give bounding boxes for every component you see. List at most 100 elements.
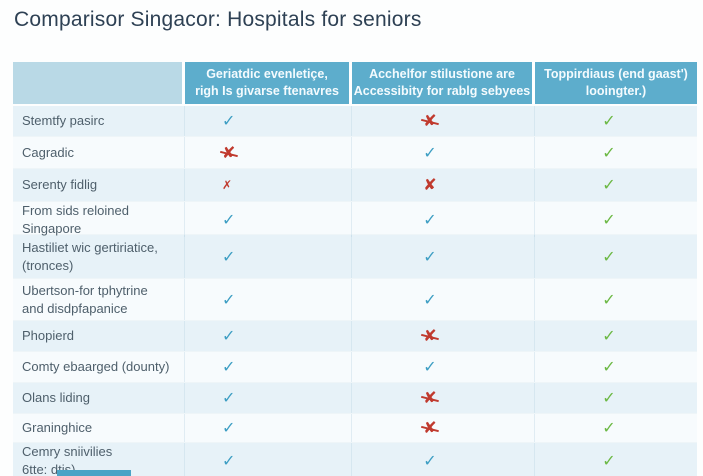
row-label: Comty ebaarged (dounty) <box>13 352 185 382</box>
check-icon: ✓ <box>222 289 236 309</box>
header-line: Accessibity for rablg sebyees <box>353 84 531 98</box>
check-icon: ✓ <box>602 326 616 345</box>
header-line: Acchelfor stilustione are <box>369 66 515 81</box>
header-cell-top-ratings: Toppirdiaus (end gaast') looingter.) <box>535 62 697 104</box>
header-line: righ Is givarse ftenavres <box>195 84 339 98</box>
check-icon: ✓ <box>423 289 437 309</box>
mark-cell-geriatric: ✓ <box>185 202 352 238</box>
table-row: Phopierd ✓ ✘ ✓ <box>13 320 697 351</box>
row-label: Stemtfy pasirc <box>13 106 185 136</box>
row-label-line: Ubertson-for tphytrine <box>22 282 148 298</box>
check-icon: ✓ <box>602 289 616 309</box>
mark-cell-geriatric: ✓ <box>185 352 352 382</box>
mark-cell-top-ratings: ✓ <box>535 137 697 168</box>
check-icon: ✓ <box>602 388 616 407</box>
row-label-line: Cemry sniivilies <box>22 444 113 459</box>
check-icon: ✓ <box>602 357 616 376</box>
check-icon: ✓ <box>222 111 236 130</box>
header-cell-geriatric: Geriatdic evenletiçe, righ Is givarse ft… <box>185 62 352 104</box>
check-icon: ✓ <box>423 142 437 162</box>
mark-cell-geriatric: ✗ <box>185 169 352 201</box>
row-label-line: (tronces) <box>22 257 74 273</box>
mark-cell-geriatric: ✓ <box>185 279 352 320</box>
check-icon: ✓ <box>423 357 437 376</box>
comparison-table: Geriatdic evenletiçe, righ Is givarse ft… <box>13 62 697 476</box>
row-label: Graninghice <box>13 414 185 442</box>
table-row: Comty ebaarged (dounty) ✓ ✓ ✓ <box>13 351 697 382</box>
row-label: Cemry sniivilies 6tte: dtis) <box>13 443 185 476</box>
table-row: Serenty fidlig ✗ ✘ ✓ <box>13 168 697 201</box>
row-label-line: and disdpfapanice <box>22 300 128 316</box>
check-icon: ✓ <box>602 175 616 194</box>
check-icon: ✓ <box>602 142 616 162</box>
row-label: Cagradic <box>13 137 185 168</box>
check-icon: ✓ <box>602 209 616 229</box>
mark-cell-top-ratings: ✓ <box>535 235 697 278</box>
check-icon: ✓ <box>222 326 236 345</box>
mark-cell-top-ratings: ✓ <box>535 169 697 201</box>
cross-icon: ✘ <box>423 175 437 194</box>
check-icon: ✓ <box>423 209 437 229</box>
cross-icon: ✘ <box>423 418 437 437</box>
mark-cell-geriatric: ✓ <box>185 235 352 278</box>
row-label: From sids reloined Singapore <box>13 202 185 238</box>
row-label-line: Cagradic <box>22 144 75 160</box>
table-row: Olans liding ✓ ✘ ✓ <box>13 382 697 413</box>
header-line: Geriatdic evenletiçe, <box>206 66 328 81</box>
mark-cell-top-ratings: ✓ <box>535 383 697 413</box>
mark-cell-accessibility: ✓ <box>352 443 535 476</box>
mark-cell-top-ratings: ✓ <box>535 279 697 320</box>
check-icon: ✓ <box>222 357 236 376</box>
check-icon: ✓ <box>423 450 437 470</box>
mark-cell-accessibility: ✓ <box>352 137 535 168</box>
mark-cell-geriatric: ✓ <box>185 443 352 476</box>
check-icon: ✓ <box>222 450 236 470</box>
row-label: Phopierd <box>13 321 185 351</box>
mark-cell-geriatric: ✓ <box>185 321 352 351</box>
mark-cell-accessibility: ✘ <box>352 169 535 201</box>
mark-cell-geriatric: ✓ <box>185 383 352 413</box>
table-row: Cagradic ✘ ✓ ✓ <box>13 136 697 168</box>
row-label-line: Stemtfy pasirc <box>22 113 105 129</box>
mark-cell-top-ratings: ✓ <box>535 106 697 136</box>
check-icon: ✓ <box>423 246 437 266</box>
row-label-line: Olans liding <box>22 390 90 406</box>
table-row: Stemtfy pasirc ✓ ✘ ✓ <box>13 106 697 136</box>
row-label-line: Phopierd <box>22 328 75 344</box>
check-icon: ✓ <box>602 418 616 437</box>
row-label-line: Graninghice <box>22 420 93 436</box>
cross-icon: ✘ <box>423 326 437 345</box>
table-body: Stemtfy pasirc ✓ ✘ ✓ Cagradic ✘ ✓ ✓ Sere… <box>13 106 697 476</box>
row-label-line: Comty ebaarged (dounty) <box>22 359 170 375</box>
header-cell-corner <box>13 62 185 104</box>
check-icon: ✓ <box>222 209 236 229</box>
row-label-line: Serenty fidlig <box>22 177 98 193</box>
mark-cell-top-ratings: ✓ <box>535 321 697 351</box>
page-title: Comparisor Singacor: Hospitals for senio… <box>14 8 422 31</box>
header-line: Toppirdiaus (end gaast') <box>544 66 688 81</box>
cross-icon: ✘ <box>423 388 437 407</box>
cross-icon: ✘ <box>222 142 236 162</box>
table-row: Hastiliet wic gertiriatice, (tronces) ✓ ✓… <box>13 234 697 278</box>
cross-icon: ✘ <box>423 111 437 130</box>
header-cell-accessibility: Acchelfor stilustione are Accessibity fo… <box>352 62 535 104</box>
check-icon: ✓ <box>222 246 236 266</box>
mark-cell-geriatric: ✓ <box>185 106 352 136</box>
mark-cell-top-ratings: ✓ <box>535 352 697 382</box>
header-line: looingter.) <box>585 84 647 98</box>
mark-cell-accessibility: ✓ <box>352 352 535 382</box>
mark-cell-accessibility: ✘ <box>352 414 535 442</box>
mark-cell-top-ratings: ✓ <box>535 414 697 442</box>
table-row: Ubertson-for tphytrine and disdpfapanice … <box>13 278 697 320</box>
check-icon: ✓ <box>222 418 236 437</box>
row-label-line: From sids reloined Singapore <box>22 203 129 236</box>
row-label: Serenty fidlig <box>13 169 185 201</box>
mark-cell-top-ratings: ✓ <box>535 443 697 476</box>
check-icon: ✓ <box>602 450 616 470</box>
table-row: From sids reloined Singapore ✓ ✓ ✓ <box>13 201 697 238</box>
table-row: Graninghice ✓ ✘ ✓ <box>13 413 697 442</box>
mark-cell-accessibility: ✘ <box>352 383 535 413</box>
table-header: Geriatdic evenletiçe, righ Is givarse ft… <box>13 62 697 104</box>
row-label-line: Hastiliet wic gertiriatice, <box>22 239 158 255</box>
